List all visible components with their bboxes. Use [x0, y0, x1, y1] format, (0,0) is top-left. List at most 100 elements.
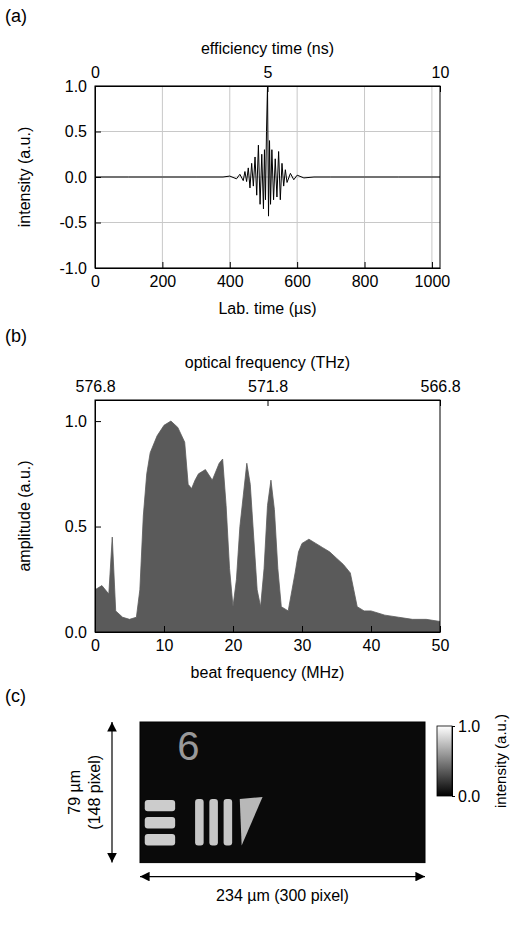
tick-mark — [365, 262, 366, 268]
target-bar — [145, 800, 175, 811]
panel-0: 0 200 400 600 800 10000 5 10 -1.0 -0.5 0.0 0.5 1.0 La… — [16, 40, 450, 317]
tick-mark — [297, 262, 298, 268]
tick-label: 0.0 — [458, 788, 480, 805]
tick: -1.0 — [59, 260, 101, 277]
tick-mark — [164, 626, 165, 632]
tick: 30 — [294, 626, 312, 654]
tick-label: 30 — [294, 637, 312, 654]
tick-label: 1.0 — [65, 78, 87, 95]
x2-axis: 576.8 571.8 566.8 — [75, 378, 460, 406]
tick-label: 40 — [363, 637, 381, 654]
tick: 600 — [284, 262, 311, 290]
panel-letter: (a) — [5, 6, 27, 26]
tick: 400 — [217, 262, 244, 290]
tick-label: 0 — [91, 637, 100, 654]
plot-marks — [95, 421, 440, 632]
grid — [95, 86, 440, 268]
x2-axis-title: efficiency time (ns) — [201, 40, 334, 57]
tick-label: 20 — [225, 637, 243, 654]
axis-line — [96, 268, 441, 269]
tick: 10 — [432, 64, 450, 92]
tick: 20 — [225, 626, 243, 654]
tick-label: 50 — [432, 637, 450, 654]
tick: 1000 — [415, 262, 451, 290]
tick: 10 — [156, 626, 174, 654]
y-axis: 0.0 0.5 1.0 — [65, 401, 101, 641]
target-bar — [209, 799, 218, 846]
axis-line — [95, 401, 96, 633]
tick-label: 576.8 — [75, 378, 115, 395]
tick-label: 0 — [91, 273, 100, 290]
tick-label: 10 — [432, 64, 450, 81]
tick-label: -0.5 — [59, 214, 87, 231]
tick: 566.8 — [420, 378, 460, 406]
tick-label: 400 — [217, 273, 244, 290]
tick-label: 1000 — [415, 273, 451, 290]
tick: 0.0 — [65, 169, 101, 186]
tick-label: 571.8 — [248, 378, 288, 395]
target-bar — [145, 817, 175, 828]
tick-mark — [233, 626, 234, 632]
x-axis-title: Lab. time (µs) — [218, 300, 316, 317]
tick-mark — [162, 262, 163, 268]
axis-line — [96, 632, 441, 633]
tick: 1.0 — [65, 413, 101, 430]
tick: 0.0 — [452, 788, 480, 805]
x-axis: 0 200 400 600 800 1000 — [91, 262, 450, 290]
panel-letter: (c) — [5, 686, 26, 706]
tick-mark — [440, 626, 441, 632]
tick-label: 0.5 — [65, 123, 87, 140]
colorbar — [437, 726, 452, 796]
tick: 800 — [352, 262, 379, 290]
tick-label: 800 — [352, 273, 379, 290]
dimension-arrow — [111, 722, 112, 863]
x-axis: 0 10 20 30 40 50 — [91, 626, 449, 654]
tick-mark — [371, 626, 372, 632]
figure: (a) 0 200 400 600 800 1000 0 5 10 -1.0 -0.5 0.0 0.5 1.… — [0, 0, 514, 943]
dimension-arrow — [140, 876, 425, 877]
tick-mark — [95, 527, 101, 528]
tick-label: 566.8 — [420, 378, 460, 395]
tick-label: -1.0 — [59, 260, 87, 277]
tick-label: 1.0 — [458, 718, 480, 735]
y-axis: -1.0 -0.5 0.0 0.5 1.0 — [59, 78, 101, 277]
grid-line — [95, 222, 440, 223]
target-digit: 6 — [177, 724, 199, 768]
tick-mark — [95, 268, 101, 269]
tick-label: 600 — [284, 273, 311, 290]
target-bar — [145, 834, 175, 845]
tick-label: 10 — [156, 637, 174, 654]
tick: -0.5 — [59, 214, 101, 231]
panel-1: 01020304050576.8571.8566.80.00.51.0beat … — [16, 354, 461, 681]
plot-marks — [95, 86, 440, 216]
tick: 0.0 — [65, 624, 101, 641]
tick-label: 5 — [264, 64, 273, 81]
tick-mark — [268, 86, 269, 92]
tick-mark — [440, 400, 441, 406]
figure-svg: (a) 0 200 400 600 800 1000 0 5 10 -1.0 -0.5 0.0 0.5 1.… — [0, 0, 514, 943]
tick-mark — [95, 86, 101, 87]
image-features — [145, 797, 263, 845]
tick: 40 — [363, 626, 381, 654]
colorbar-title: intensity (a.u.) — [492, 714, 509, 808]
tick: 0.5 — [65, 123, 101, 140]
target-bar — [195, 799, 204, 846]
image-background — [140, 722, 425, 863]
tick-label: 0.0 — [65, 169, 87, 186]
signal-line — [95, 86, 440, 216]
tick: 5 — [264, 64, 273, 92]
target-bar — [224, 799, 233, 846]
tick: 0.5 — [65, 518, 101, 535]
spectrum-area — [95, 421, 440, 632]
tick: 1.0 — [65, 78, 101, 95]
tick: 50 — [432, 626, 450, 654]
plot-frame — [95, 86, 440, 268]
tick-label: 200 — [150, 273, 177, 290]
tick-label: 0.0 — [65, 624, 87, 641]
target-wedge — [240, 797, 263, 845]
tick-label: 0.5 — [65, 518, 87, 535]
tick: 1.0 — [452, 718, 480, 735]
dimension-label: 234 µm (300 pixel) — [216, 887, 349, 904]
y-axis-title: intensity (a.u.) — [16, 127, 33, 227]
tick-mark — [95, 223, 101, 224]
